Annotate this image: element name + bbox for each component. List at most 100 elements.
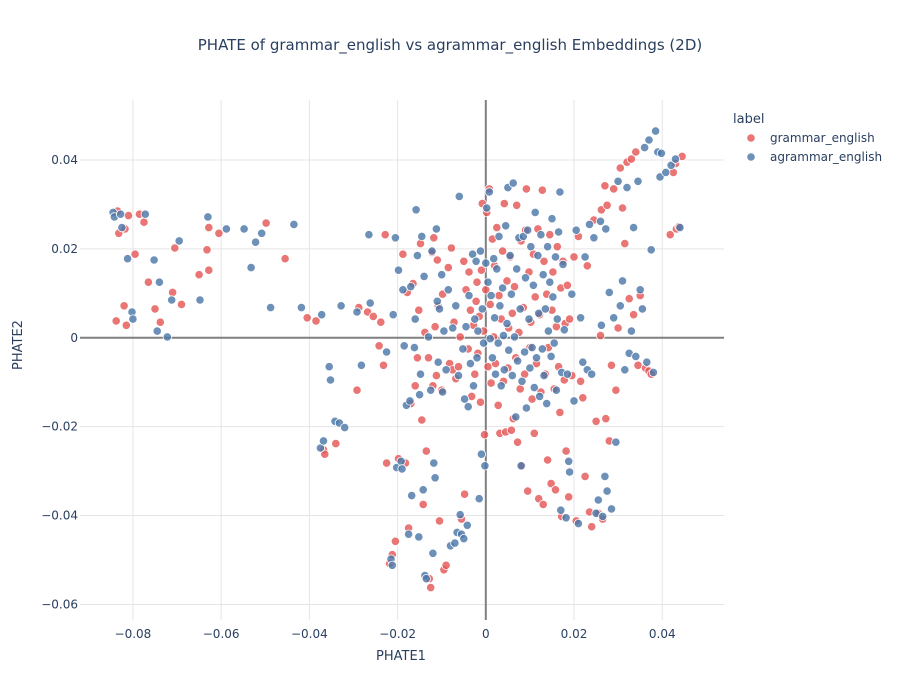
data-point[interactable] [556,505,566,515]
data-point[interactable] [356,360,366,370]
data-point[interactable] [493,338,503,348]
data-point[interactable] [593,495,603,505]
data-point[interactable] [479,430,490,440]
data-point[interactable] [409,342,419,353]
data-point[interactable] [410,314,420,324]
data-point[interactable] [512,356,523,366]
data-point[interactable] [325,375,336,385]
data-point[interactable] [168,287,178,297]
data-point[interactable] [474,494,484,504]
data-point[interactable] [418,499,428,509]
data-point[interactable] [388,310,398,320]
data-point[interactable] [559,325,569,335]
data-point[interactable] [340,422,350,433]
data-point[interactable] [450,538,460,548]
data-point[interactable] [534,391,545,401]
data-point[interactable] [434,516,445,526]
data-point[interactable] [428,548,438,558]
data-point[interactable] [564,492,574,502]
data-point[interactable] [575,376,586,386]
data-point[interactable] [631,351,641,361]
data-point[interactable] [352,385,362,395]
data-point[interactable] [537,185,547,195]
data-point[interactable] [487,353,497,363]
data-point[interactable] [381,347,392,357]
data-point[interactable] [204,223,214,233]
data-point[interactable] [154,277,164,287]
data-point[interactable] [584,219,595,229]
data-point[interactable] [650,126,661,136]
data-point[interactable] [331,438,341,449]
data-point[interactable] [578,357,588,367]
data-point[interactable] [195,295,205,305]
data-point[interactable] [506,425,516,435]
data-point[interactable] [545,230,555,240]
data-point[interactable] [504,345,514,355]
data-point[interactable] [152,326,162,336]
data-point[interactable] [598,511,608,522]
data-point[interactable] [656,148,667,158]
data-point[interactable] [465,305,475,315]
data-point[interactable] [365,298,375,308]
data-point[interactable] [521,184,532,194]
data-point[interactable] [111,316,121,326]
data-point[interactable] [376,317,386,327]
data-point[interactable] [465,358,475,369]
data-point[interactable] [543,326,554,336]
data-point[interactable] [434,304,445,314]
data-point[interactable] [670,154,681,164]
data-point[interactable] [170,243,180,253]
data-point[interactable] [601,414,611,424]
data-point[interactable] [429,233,439,243]
data-point[interactable] [533,251,543,261]
data-point[interactable] [591,416,601,426]
data-point[interactable] [410,381,420,391]
data-point[interactable] [545,277,555,287]
data-point[interactable] [496,381,506,391]
data-point[interactable] [498,330,509,341]
data-point[interactable] [520,273,531,283]
data-point[interactable] [529,382,539,393]
data-point[interactable] [417,415,427,425]
data-point[interactable] [562,369,573,379]
data-point[interactable] [609,313,619,323]
data-point[interactable] [289,219,299,229]
data-point[interactable] [604,287,614,297]
data-point[interactable] [441,560,451,570]
data-point[interactable] [459,394,470,404]
data-point[interactable] [501,221,511,231]
data-point[interactable] [485,334,495,344]
data-point[interactable] [529,428,539,438]
data-point[interactable] [531,353,542,363]
data-point[interactable] [261,218,271,228]
data-point[interactable] [430,473,440,483]
data-point[interactable] [119,301,129,311]
data-point[interactable] [666,160,676,170]
data-point[interactable] [624,294,634,304]
data-point[interactable] [511,412,521,422]
data-point[interactable] [464,267,474,277]
data-point[interactable] [523,225,533,235]
data-point[interactable] [453,362,464,372]
data-point[interactable] [455,332,465,342]
data-point[interactable] [644,135,654,145]
data-point[interactable] [324,362,334,372]
data-point[interactable] [613,323,623,333]
data-point[interactable] [486,378,496,388]
data-point[interactable] [403,529,414,539]
data-point[interactable] [405,396,415,406]
data-point[interactable] [415,369,426,379]
data-point[interactable] [617,203,628,213]
data-point[interactable] [547,214,557,224]
data-point[interactable] [508,178,518,188]
data-point[interactable] [117,223,127,233]
data-point[interactable] [454,191,464,201]
data-point[interactable] [458,344,468,354]
data-point[interactable] [406,282,416,292]
data-point[interactable] [569,396,579,406]
data-point[interactable] [489,313,500,323]
data-point[interactable] [352,307,362,317]
data-point[interactable] [426,582,436,593]
data-point[interactable] [414,532,424,542]
data-point[interactable] [431,370,441,381]
